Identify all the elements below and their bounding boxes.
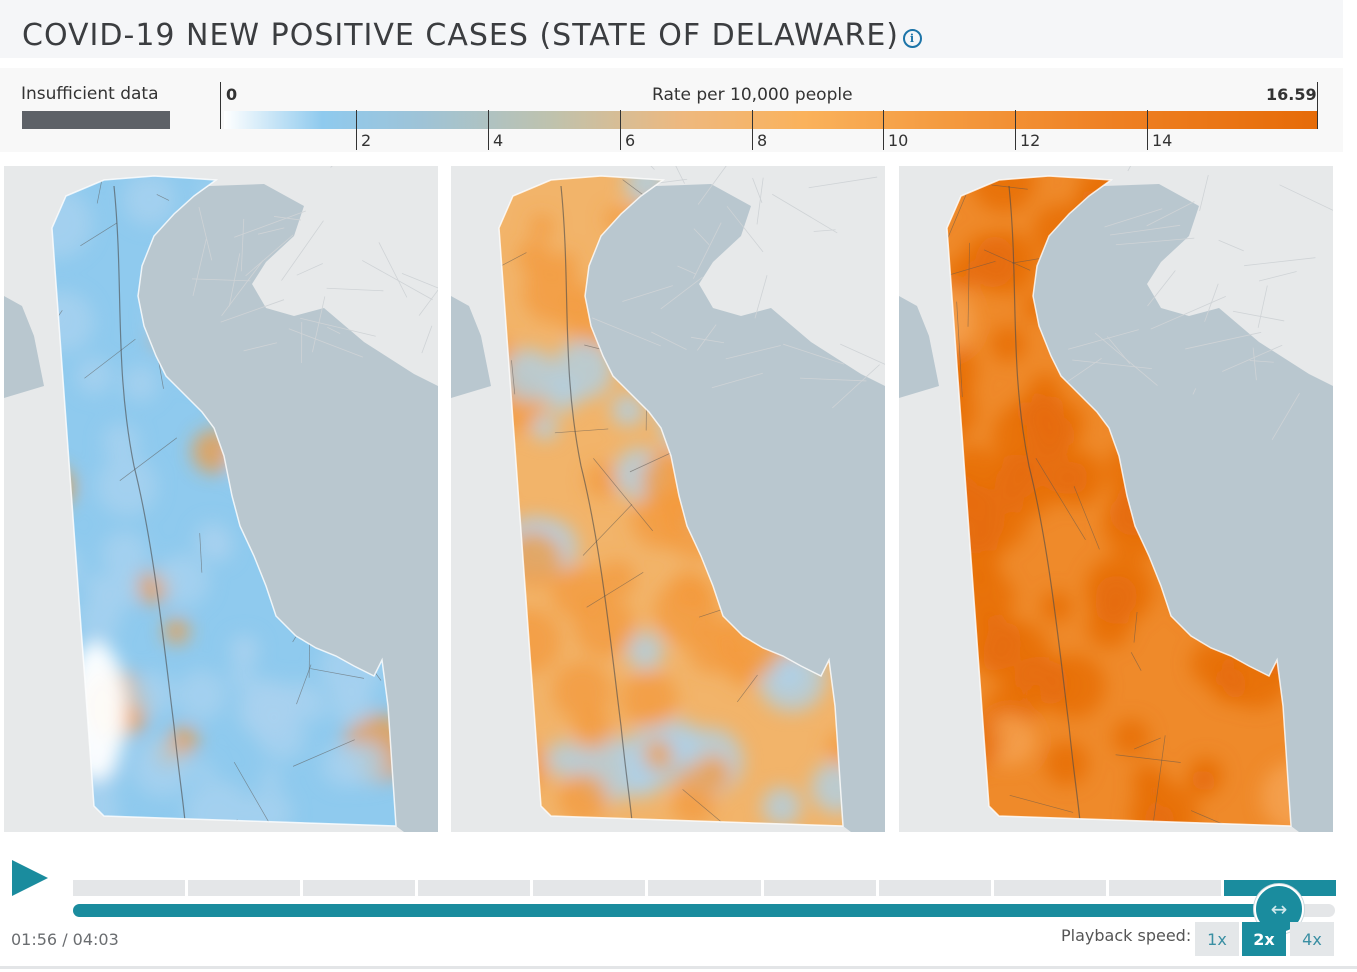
time-display: 01:56 / 04:03 [11,930,119,949]
legend-divider [220,82,221,129]
map-svg [899,166,1333,832]
timeline-segments[interactable] [73,880,1336,896]
map-svg [451,166,885,832]
speed-4x-button[interactable]: 4x [1290,922,1334,956]
play-icon[interactable] [10,858,50,898]
scale-tick [620,110,621,150]
insufficient-data-swatch [22,111,170,129]
bottom-divider [0,966,1357,969]
scale-tick [752,110,753,150]
timeline-segment[interactable] [303,880,416,896]
timeline-segment[interactable] [648,880,761,896]
timeline-segment[interactable] [1108,880,1221,896]
insufficient-data-label: Insufficient data [21,84,159,104]
timeline-segment[interactable] [533,880,646,896]
scale-tick-label: 4 [493,131,504,150]
scale-tick-label: 8 [757,131,768,150]
scale-tick [488,110,489,150]
timeline-segment[interactable] [763,880,876,896]
map-svg [4,166,438,832]
map-panel-mid[interactable] [451,166,885,832]
scale-tick-label: 12 [1020,131,1041,150]
page-title-text: COVID-19 NEW POSITIVE CASES (STATE OF DE… [22,18,900,53]
timeline-segment[interactable] [993,880,1106,896]
scale-max-label: 16.59 [1266,85,1317,104]
scale-title: Rate per 10,000 people [652,85,853,105]
scale-tick-label: 14 [1152,131,1173,150]
scale-end-tick [1317,82,1318,129]
map-panel-late[interactable] [899,166,1333,832]
page-title: COVID-19 NEW POSITIVE CASES (STATE OF DE… [22,18,923,53]
map-panel-early[interactable] [4,166,438,832]
timeline-segment[interactable] [73,880,186,896]
scale-tick [356,110,357,150]
playback-speed-label: Playback speed: [1061,926,1192,945]
speed-1x-button[interactable]: 1x [1195,922,1239,956]
timeline-segment[interactable] [878,880,991,896]
scale-tick-label: 2 [361,131,372,150]
scale-tick [1147,110,1148,150]
scale-tick-label: 10 [888,131,909,150]
progress-track[interactable] [73,904,1335,917]
scale-tick [1015,110,1016,150]
timeline-segment[interactable] [188,880,301,896]
progress-fill [73,904,1272,917]
scale-min-label: 0 [226,85,238,104]
legend: Insufficient data 0 Rate per 10,000 peop… [0,68,1343,152]
info-icon[interactable]: i [903,29,923,48]
timeline-segment[interactable] [418,880,531,896]
scale-tick-label: 6 [625,131,636,150]
color-scale-gradient [224,111,1318,129]
header: COVID-19 NEW POSITIVE CASES (STATE OF DE… [0,0,1343,58]
scale-tick [883,110,884,150]
speed-2x-button[interactable]: 2x [1242,922,1286,956]
